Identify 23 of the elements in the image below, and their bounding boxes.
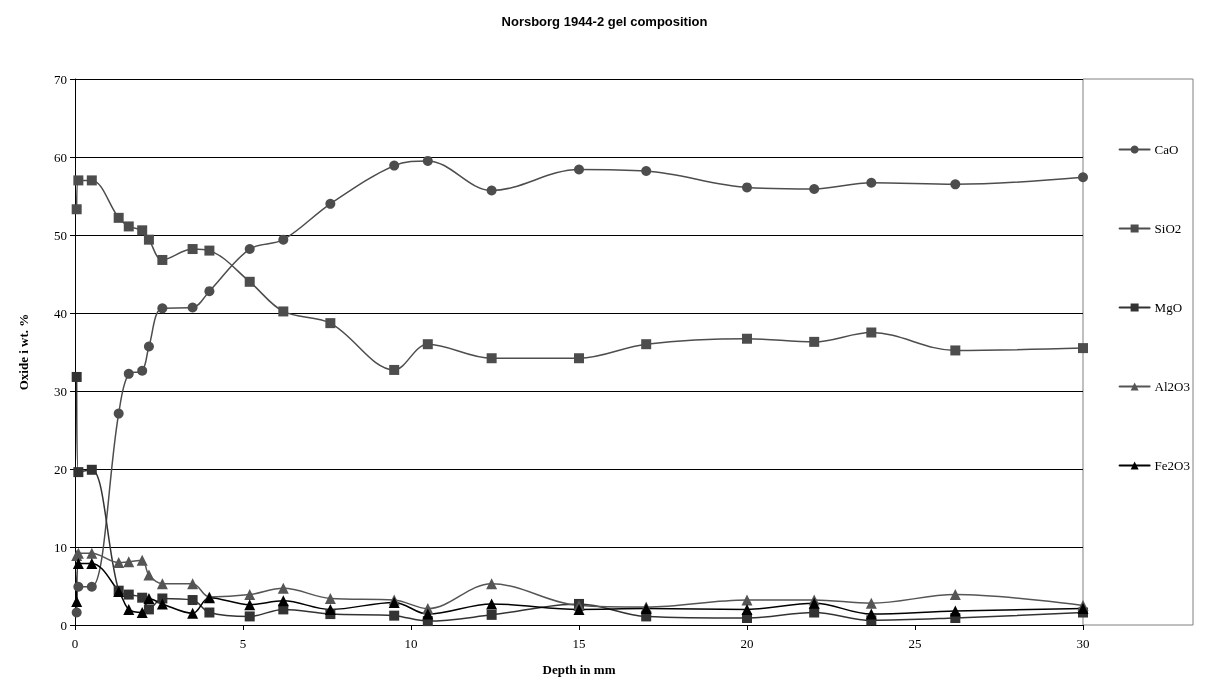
y-tick-label: 20 [54,461,67,477]
legend-label: Al2O3 [1154,379,1190,394]
x-tick-label: 10 [404,636,418,651]
legend-label: Fe2O3 [1154,458,1190,473]
x-tick-label: 5 [239,636,247,651]
y-tick-label: 10 [54,539,67,555]
y-tick-label: 60 [54,149,67,165]
y-tick-label: 50 [54,227,67,243]
x-tick-label: 20 [740,636,754,651]
y-tick-label: 70 [54,71,67,87]
chart-title: Norsborg 1944-2 gel composition [501,14,708,29]
legend-label: MgO [1154,300,1183,315]
y-tick-label: 0 [60,617,67,633]
y-axis-title: Oxide i wt. % [16,313,31,391]
x-tick-label: 0 [71,636,79,651]
x-axis-title: Depth in mm [542,662,616,677]
legend-label: SiO2 [1154,221,1182,236]
legend-label: CaO [1154,142,1179,157]
x-tick-label: 30 [1076,636,1090,651]
x-tick-label: 25 [908,636,922,651]
y-tick-label: 40 [54,305,67,321]
x-tick-label: 15 [572,636,586,651]
y-tick-label: 30 [54,383,67,399]
